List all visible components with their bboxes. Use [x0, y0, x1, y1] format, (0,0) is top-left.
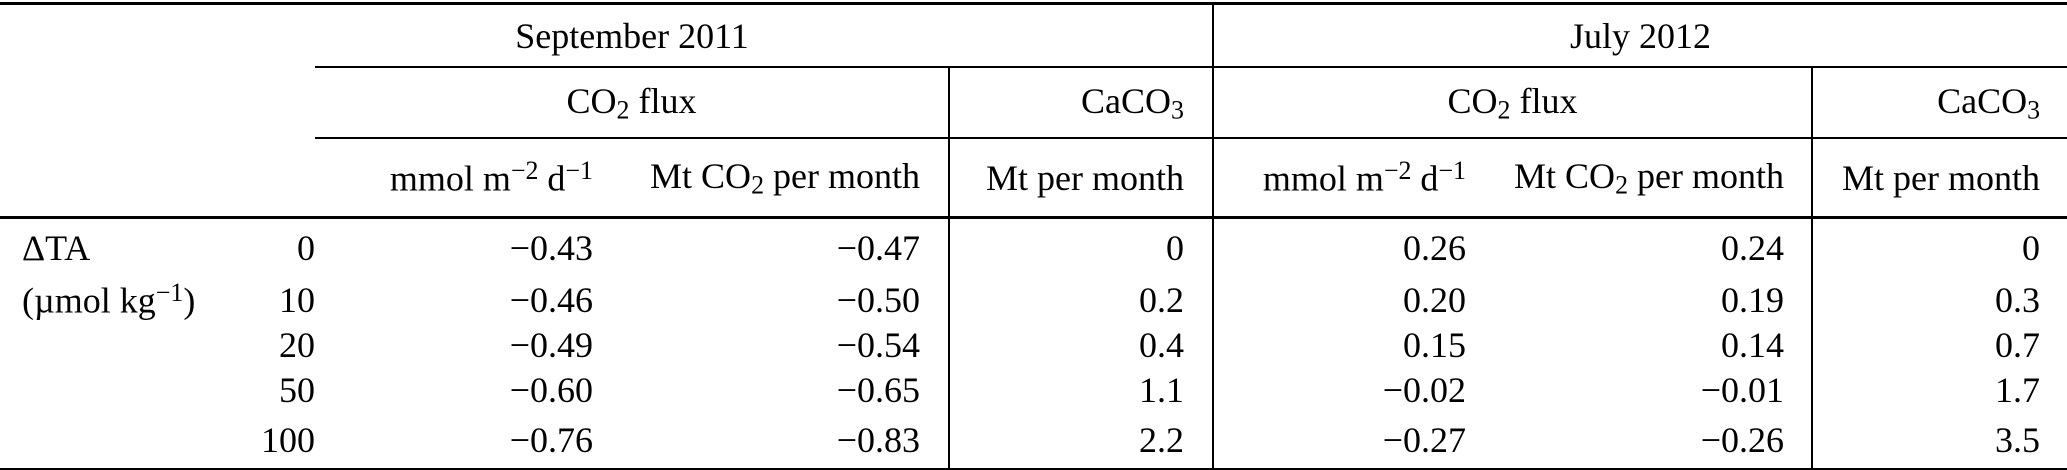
sept-caco3-value: 0.4	[948, 322, 1213, 367]
ta-value: 50	[279, 369, 315, 410]
exponent: −2	[1383, 155, 1412, 185]
unit-text: )	[183, 280, 196, 321]
unit-mt-sept: Mt per month	[948, 138, 1213, 219]
unit-text: per month	[1628, 155, 1784, 196]
table-row: 20 −0.49 −0.54 0.4 0.15 0.14 0.7	[0, 322, 2067, 367]
unit-mtco2-july: Mt CO2 per month	[1490, 138, 1812, 219]
unit-mt-july: Mt per month	[1810, 138, 2067, 219]
july-mmol-value: 0.26	[1212, 217, 1490, 277]
co2-flux-label: CO	[566, 80, 617, 121]
table-row: (µmol kg−1) 10 −0.46 −0.50 0.2 0.20 0.19…	[0, 277, 2067, 322]
co2-subscript: 2	[1615, 170, 1629, 200]
co2-subscript: 2	[616, 95, 630, 125]
co2-flux-label: CO	[1447, 80, 1498, 121]
sept-caco3-value: 1.1	[948, 367, 1213, 412]
caco3-label: CaCO	[1081, 80, 1172, 121]
unit-mmol-july: mmol m−2 d−1	[1212, 138, 1490, 219]
group-header-july: July 2012	[1211, 3, 2067, 68]
sept-mmol-value: −0.49	[509, 324, 593, 365]
unit-text: Mt CO	[1514, 155, 1616, 196]
caco3-header-sept: CaCO3	[948, 67, 1213, 139]
flux-label: flux	[629, 80, 697, 121]
empty-cell	[0, 4, 230, 68]
table-row: ΔTA 0 −0.43 −0.47 0 0.26 0.24 0	[0, 217, 2067, 277]
empty-cell	[0, 412, 230, 470]
sept-caco3-value: 0	[948, 217, 1213, 277]
table-row: 50 −0.60 −0.65 1.1 −0.02 −0.01 1.7	[0, 367, 2067, 412]
empty-cell	[0, 322, 230, 367]
exponent: −1	[1438, 155, 1466, 185]
co2-flux-header-july: CO2 flux	[1212, 67, 1812, 139]
co2-subscript: 2	[1497, 95, 1511, 125]
ta-value: 100	[230, 412, 315, 470]
exponent: −2	[510, 155, 539, 185]
july-mtco2-value: −0.26	[1490, 412, 1812, 470]
ta-value: 0	[297, 228, 315, 268]
unit-mmol-sept: mmol m−2 d−1	[315, 138, 595, 219]
july-mtco2-value: 0.19	[1721, 279, 1784, 320]
sept-mtco2-value: −0.47	[836, 228, 920, 268]
july-mtco2-value: 0.14	[1721, 324, 1784, 365]
group-header-september: September 2011	[315, 3, 949, 68]
sept-mtco2-value: −0.50	[836, 279, 920, 320]
sept-mtco2-value: −0.54	[836, 324, 920, 365]
empty-cell	[0, 138, 230, 219]
july-mmol-value: −0.27	[1212, 412, 1490, 470]
empty-cell	[0, 367, 230, 412]
sept-mmol-value: −0.76	[315, 412, 595, 470]
table-row: 100 −0.76 −0.83 2.2 −0.27 −0.26 3.5	[0, 412, 2067, 470]
unit-text: d	[538, 158, 566, 199]
header-row-measures: CO2 flux CaCO3 CO2 flux CaCO3	[0, 67, 2067, 139]
flux-label: flux	[1510, 80, 1578, 121]
exponent: −1	[155, 277, 184, 307]
july-mtco2-value: −0.01	[1700, 369, 1784, 410]
sept-mmol-value: −0.46	[509, 279, 593, 320]
empty-cell	[949, 3, 1213, 68]
ta-value: 20	[279, 324, 315, 365]
unit-mtco2-sept: Mt CO2 per month	[595, 138, 949, 219]
july-mmol-value: 0.20	[1212, 277, 1490, 322]
empty-cell	[0, 67, 230, 138]
unit-text: d	[1411, 158, 1439, 199]
sept-caco3-value: 0.2	[948, 277, 1213, 322]
unit-text: per month	[764, 155, 920, 196]
empty-cell	[230, 67, 315, 138]
sept-mmol-value: −0.60	[509, 369, 593, 410]
header-row-units: mmol m−2 d−1 Mt CO2 per month Mt per mon…	[0, 138, 2067, 219]
exponent: −1	[565, 155, 593, 185]
july-caco3-value: 0	[1810, 217, 2067, 277]
unit-text: (µmol kg	[22, 280, 156, 321]
sept-mmol-value: −0.43	[509, 228, 593, 268]
july-caco3-value: 3.5	[1810, 412, 2067, 470]
july-caco3-value: 1.7	[1810, 367, 2067, 412]
sept-caco3-value: 2.2	[948, 412, 1213, 470]
july-mmol-value: −0.02	[1212, 367, 1490, 412]
co2-flux-header-sept: CO2 flux	[315, 67, 949, 139]
co2-subscript: 2	[751, 170, 765, 200]
july-mmol-value: 0.15	[1212, 322, 1490, 367]
row-label-delta-ta: ΔTA	[22, 228, 91, 268]
unit-text: Mt CO	[650, 155, 752, 196]
caco3-subscript: 3	[2027, 95, 2041, 125]
sept-mtco2-value: −0.83	[595, 412, 949, 470]
unit-text: mmol m	[1262, 158, 1384, 199]
ta-value: 10	[279, 279, 315, 320]
caco3-subscript: 3	[1171, 95, 1184, 125]
sept-mtco2-value: −0.65	[836, 369, 920, 410]
unit-text: mmol m	[389, 158, 511, 199]
caco3-header-july: CaCO3	[1810, 67, 2067, 139]
july-caco3-value: 0.7	[1810, 322, 2067, 367]
header-row-months: September 2011 July 2012	[0, 3, 2067, 68]
empty-cell	[230, 138, 315, 219]
july-caco3-value: 0.3	[1810, 277, 2067, 322]
empty-cell	[230, 4, 315, 68]
caco3-label: CaCO	[1937, 80, 2028, 121]
july-mtco2-value: 0.24	[1721, 228, 1784, 268]
row-label-unit: (µmol kg−1)	[0, 277, 230, 322]
